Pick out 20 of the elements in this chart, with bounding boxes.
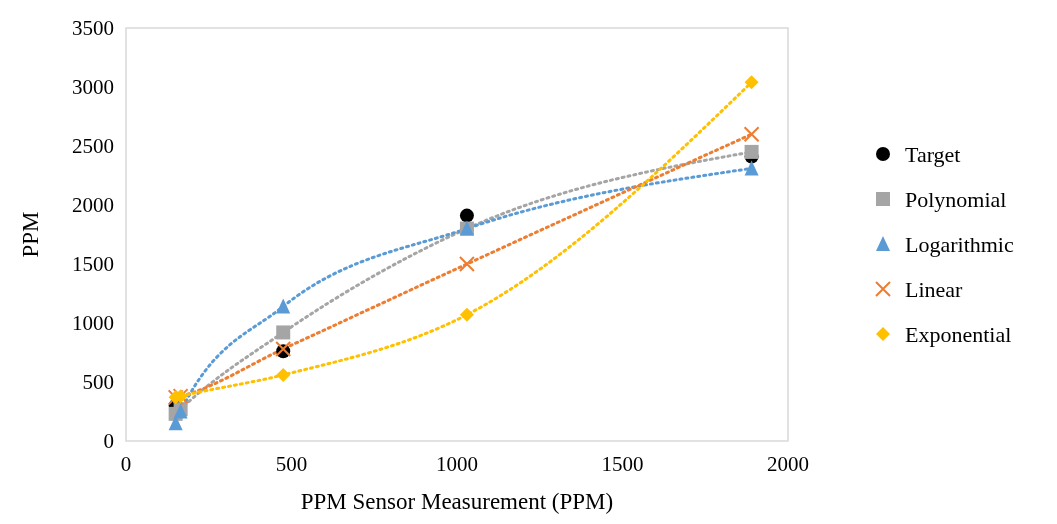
legend-label: Exponential — [905, 321, 1012, 347]
x-axis-title: PPM Sensor Measurement (PPM) — [300, 489, 614, 514]
legend-label: Linear — [905, 276, 964, 302]
y-tick-label: 1000 — [72, 311, 114, 336]
x-tick-label: 1500 — [601, 452, 644, 476]
x-tick-label: 500 — [275, 452, 308, 476]
legend-label: Target — [905, 141, 961, 167]
x-tick-label: 2000 — [767, 452, 809, 476]
y-tick-label: 1500 — [72, 252, 114, 277]
y-tick-label: 0 — [103, 429, 114, 454]
x-tick-label: 1000 — [436, 452, 478, 476]
y-tick-label: 500 — [82, 370, 114, 395]
y-tick-label: 3000 — [72, 75, 114, 100]
y-tick-label: 2500 — [72, 134, 114, 159]
y-tick-label: 2000 — [72, 193, 114, 218]
legend-label: Logarithmic — [905, 231, 1014, 257]
y-axis-title: PPM — [18, 211, 43, 258]
x-tick-label: 0 — [120, 452, 132, 476]
legend-label: Polynomial — [905, 186, 1007, 212]
y-tick-label: 3500 — [72, 16, 114, 41]
